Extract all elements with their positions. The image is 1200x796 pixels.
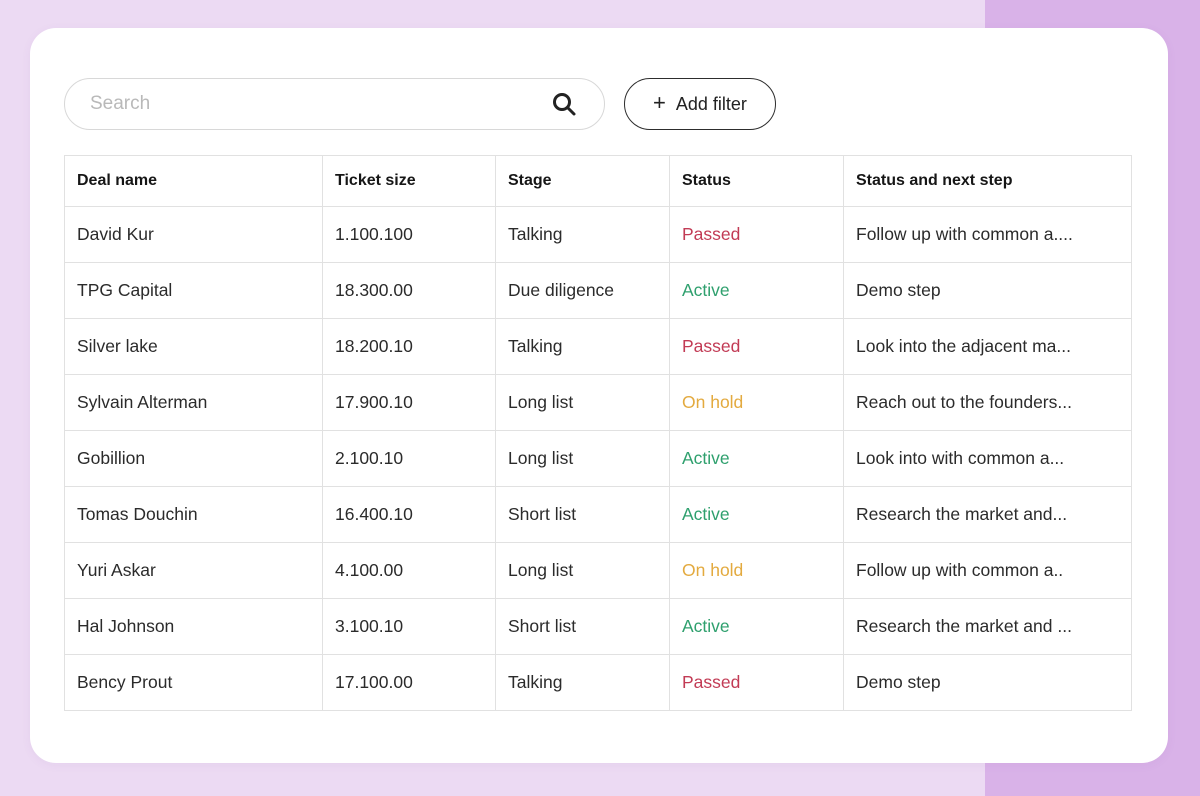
stage-cell[interactable]: Due diligence [495,262,670,319]
deal-name-cell[interactable]: Yuri Askar [64,542,323,599]
table-row[interactable]: David Kur 1.100.100 Talking Passed Follo… [64,206,1132,263]
next-step-cell[interactable]: Look into the adjacent ma... [843,318,1132,375]
next-step-cell[interactable]: Follow up with common a.... [843,206,1132,263]
status-cell[interactable]: Active [669,262,844,319]
column-header-status[interactable]: Status [669,155,844,207]
column-header-ticket-size[interactable]: Ticket size [322,155,496,207]
deal-name-cell[interactable]: Tomas Douchin [64,486,323,543]
stage-cell[interactable]: Talking [495,206,670,263]
table-row[interactable]: Bency Prout 17.100.00 Talking Passed Dem… [64,654,1132,711]
status-cell[interactable]: On hold [669,374,844,431]
table-row[interactable]: Hal Johnson 3.100.10 Short list Active R… [64,598,1132,655]
next-step-cell[interactable]: Demo step [843,654,1132,711]
plus-icon: + [653,90,666,115]
table-row[interactable]: TPG Capital 18.300.00 Due diligence Acti… [64,262,1132,319]
stage-cell[interactable]: Long list [495,430,670,487]
ticket-size-cell[interactable]: 2.100.10 [322,430,496,487]
table-row[interactable]: Tomas Douchin 16.400.10 Short list Activ… [64,486,1132,543]
status-cell[interactable]: On hold [669,542,844,599]
deal-name-cell[interactable]: Sylvain Alterman [64,374,323,431]
ticket-size-cell[interactable]: 17.100.00 [322,654,496,711]
status-cell[interactable]: Active [669,598,844,655]
ticket-size-cell[interactable]: 17.900.10 [322,374,496,431]
add-filter-label: Add filter [675,93,747,114]
table-row[interactable]: Gobillion 2.100.10 Long list Active Look… [64,430,1132,487]
status-cell[interactable]: Passed [669,318,844,375]
stage-cell[interactable]: Talking [495,318,670,375]
ticket-size-cell[interactable]: 18.300.00 [322,262,496,319]
deal-name-cell[interactable]: Silver lake [64,318,323,375]
next-step-cell[interactable]: Reach out to the founders... [843,374,1132,431]
status-cell[interactable]: Passed [669,654,844,711]
search-input[interactable] [64,78,605,130]
next-step-cell[interactable]: Demo step [843,262,1132,319]
stage-cell[interactable]: Short list [495,598,670,655]
deal-name-cell[interactable]: Bency Prout [64,654,323,711]
deal-name-cell[interactable]: TPG Capital [64,262,323,319]
table-row[interactable]: Sylvain Alterman 17.900.10 Long list On … [64,374,1132,431]
table-row[interactable]: Silver lake 18.200.10 Talking Passed Loo… [64,318,1132,375]
next-step-cell[interactable]: Follow up with common a.. [843,542,1132,599]
next-step-cell[interactable]: Research the market and ... [843,598,1132,655]
deals-table: Deal name Ticket size Stage Status Statu… [64,155,1132,711]
table-header-row: Deal name Ticket size Stage Status Statu… [64,155,1132,207]
column-header-deal-name[interactable]: Deal name [64,155,323,207]
ticket-size-cell[interactable]: 1.100.100 [322,206,496,263]
next-step-cell[interactable]: Look into with common a... [843,430,1132,487]
deal-name-cell[interactable]: David Kur [64,206,323,263]
stage-cell[interactable]: Long list [495,374,670,431]
stage-cell[interactable]: Long list [495,542,670,599]
column-header-next-step[interactable]: Status and next step [843,155,1132,207]
add-filter-button[interactable]: + Add filter [624,78,776,130]
ticket-size-cell[interactable]: 18.200.10 [322,318,496,375]
ticket-size-cell[interactable]: 4.100.00 [322,542,496,599]
status-cell[interactable]: Active [669,430,844,487]
deal-name-cell[interactable]: Gobillion [64,430,323,487]
ticket-size-cell[interactable]: 3.100.10 [322,598,496,655]
column-header-stage[interactable]: Stage [495,155,670,207]
status-cell[interactable]: Passed [669,206,844,263]
table-row[interactable]: Yuri Askar 4.100.00 Long list On hold Fo… [64,542,1132,599]
next-step-cell[interactable]: Research the market and... [843,486,1132,543]
ticket-size-cell[interactable]: 16.400.10 [322,486,496,543]
main-card: + Add filter Deal name Ticket size Stage… [30,28,1168,763]
stage-cell[interactable]: Short list [495,486,670,543]
deal-name-cell[interactable]: Hal Johnson [64,598,323,655]
stage-cell[interactable]: Talking [495,654,670,711]
status-cell[interactable]: Active [669,486,844,543]
search-bar [64,78,605,130]
